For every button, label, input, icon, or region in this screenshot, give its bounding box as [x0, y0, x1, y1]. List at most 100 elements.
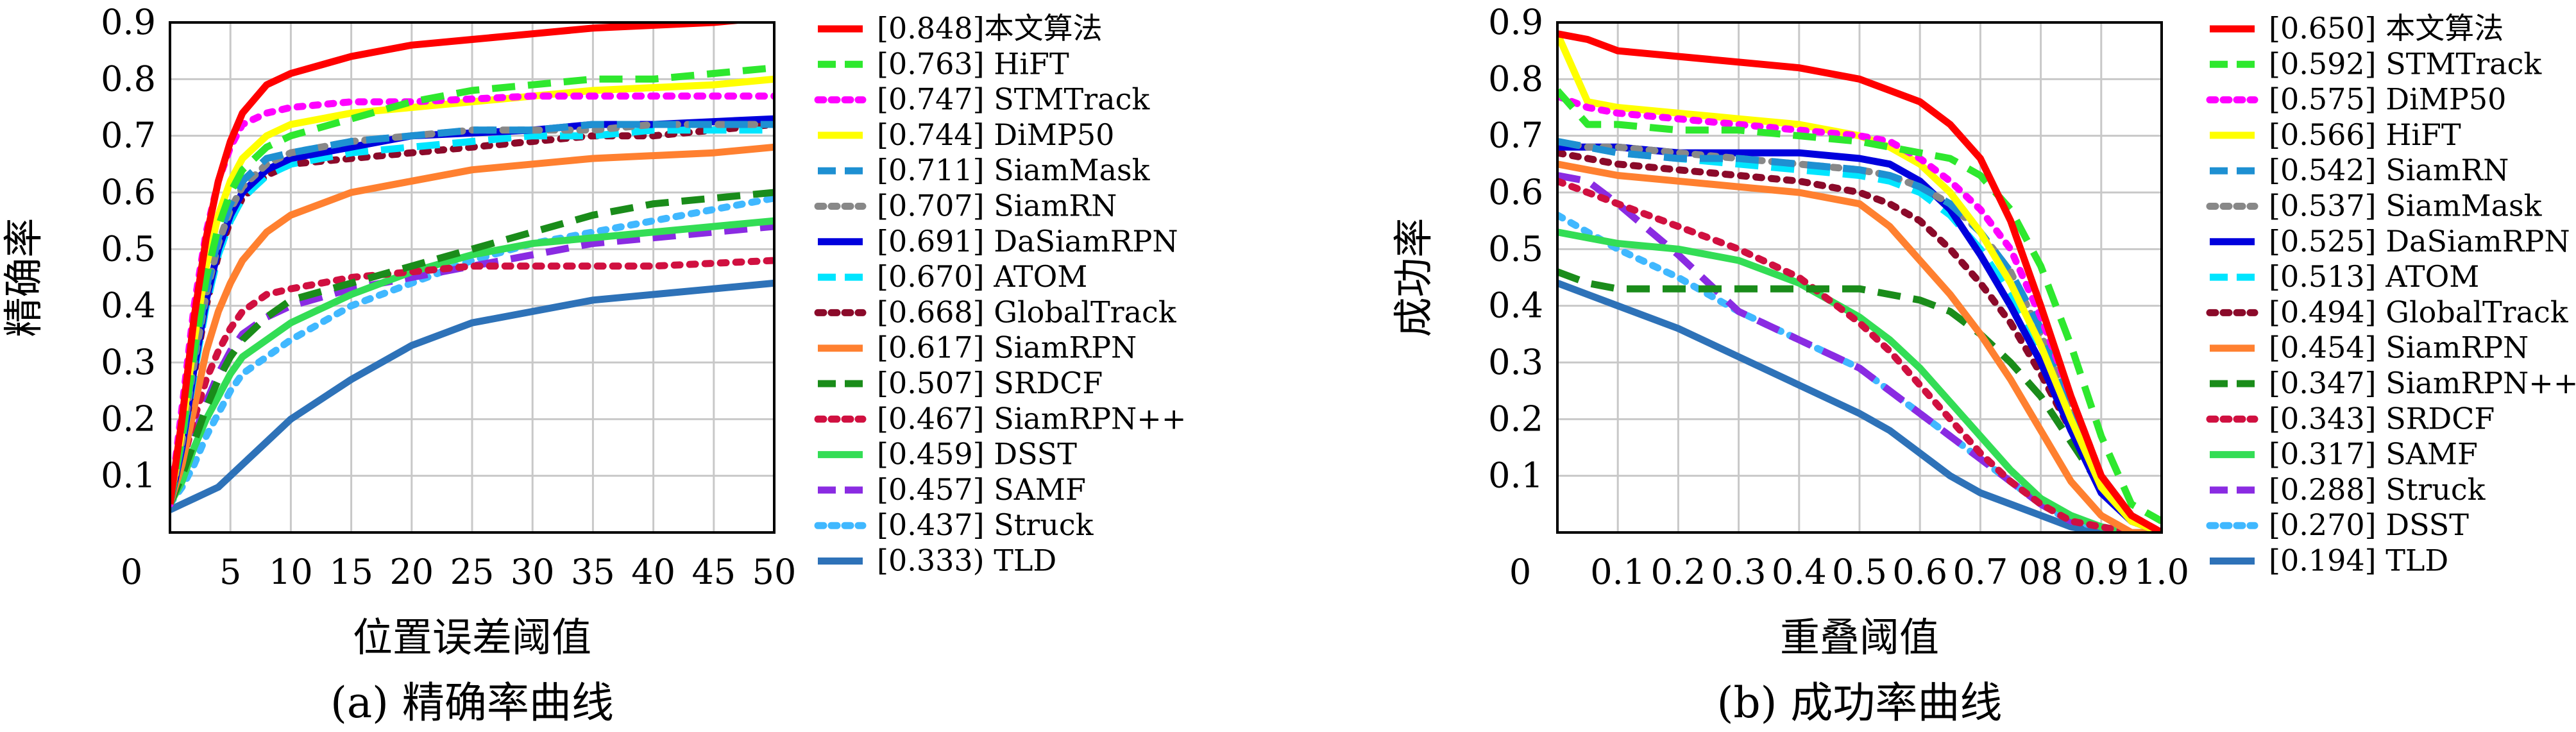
legend: [0.650] 本文算法[0.592] STMTrack[0.575] DiMP… — [2206, 11, 2576, 578]
legend-item: [0.566] HiFT — [2210, 117, 2461, 152]
x-tick-label: 30 — [511, 552, 555, 592]
legend-label: [0.507] SRDCF — [877, 366, 1103, 400]
legend-label: [0.592] STMTrack — [2269, 46, 2542, 81]
y-tick-label: 0.8 — [1488, 58, 1543, 99]
x-axis-label: 位置误差阈值 — [353, 614, 591, 661]
y-tick-label: 0.7 — [101, 115, 156, 156]
y-tick-label: 0.9 — [101, 2, 156, 42]
legend-label: [0.575] DiMP50 — [2269, 82, 2506, 117]
y-tick-label: 0.6 — [1488, 172, 1543, 212]
plot-frame — [1556, 21, 2163, 534]
y-tick-label: 0.6 — [101, 172, 156, 212]
series-line — [1557, 88, 2162, 525]
legend-item: [0.494] GlobalTrack — [2206, 294, 2569, 329]
legend-label: [0.317] SAMF — [2269, 437, 2478, 472]
x-tick-label: 0.9 — [2074, 552, 2129, 592]
series-line — [1557, 177, 2162, 532]
x-tick-label: 0.5 — [1832, 552, 1887, 592]
legend-item: [0.513] ATOM — [2210, 259, 2479, 294]
series-line — [170, 143, 774, 506]
x-tick-label: 40 — [631, 552, 675, 592]
legend: [0.848]本文算法[0.763] HiFT[0.747] STMTrack[… — [814, 11, 1186, 578]
series-line — [170, 22, 752, 505]
series-group — [1557, 30, 2162, 532]
series-line — [1557, 30, 2162, 532]
legend-item: [0.848]本文算法 — [818, 11, 1103, 46]
y-tick-label: 0.1 — [101, 455, 156, 496]
series-line — [170, 194, 774, 508]
x-tick-label: 35 — [571, 552, 615, 592]
legend-item: [0.454] SiamRPN — [2210, 330, 2529, 365]
legend-label: [0.537] SiamMask — [2269, 189, 2543, 223]
legend-item: [0.592] STMTrack — [2210, 46, 2542, 81]
legend-label: [0.650] 本文算法 — [2269, 11, 2504, 46]
legend-item: [0.507] SRDCF — [818, 366, 1103, 400]
legend-label: [0.347] SiamRPN++ — [2269, 366, 2576, 400]
precision-chart: 0.1 0.2 0.3 0.4 0.5 0.6 0.7 0.8 0.9 5 10 15 20 25 30 35… — [0, 2, 1186, 728]
y-tick-label: 0.3 — [1488, 342, 1543, 382]
legend-label: [0.333) TLD — [877, 543, 1056, 578]
legend-item: [0.691] DaSiamRPN — [818, 224, 1178, 259]
y-tick-label: 0.7 — [1488, 115, 1543, 156]
y-axis-label: 精确率 — [0, 217, 47, 337]
legend-label: [0.763] HiFT — [877, 46, 1069, 81]
legend-item: [0.747] STMTrack — [814, 82, 1150, 117]
series-line — [1557, 32, 2162, 532]
legend-label: [0.542] SiamRN — [2269, 153, 2509, 187]
series-line — [170, 279, 774, 513]
series-line — [1557, 280, 2162, 532]
legend-item: [0.650] 本文算法 — [2210, 11, 2504, 46]
x-tick-label: 0.3 — [1711, 552, 1767, 592]
legend-item: [0.670] ATOM — [818, 259, 1087, 294]
y-tick-label: 0.5 — [101, 228, 156, 269]
legend-item: [0.317] SAMF — [2210, 437, 2478, 472]
legend-item: [0.617] SiamRPN — [818, 330, 1137, 365]
legend-label: [0.194] TLD — [2269, 543, 2448, 578]
legend-label: [0.270] DSST — [2269, 507, 2469, 542]
series-line — [1557, 228, 2162, 532]
y-tick-label: 0.2 — [101, 398, 156, 439]
series-line — [1557, 160, 2162, 532]
series-line — [170, 126, 774, 505]
legend-item: [0.575] DiMP50 — [2206, 82, 2506, 117]
legend-label: [0.343] SRDCF — [2269, 401, 2495, 436]
legend-item: [0.194] TLD — [2210, 543, 2448, 578]
series-group — [170, 22, 774, 513]
x-axis-label: 重叠阈值 — [1780, 614, 1939, 661]
legend-item: [0.457] SAMF — [818, 472, 1086, 507]
series-line — [170, 64, 774, 505]
y-tick-label: 0.5 — [1488, 228, 1543, 269]
y-tick-label: 0.2 — [1488, 398, 1543, 439]
x-tick-label: 5 — [219, 552, 241, 592]
x-tick-label: 25 — [450, 552, 495, 592]
legend-item: [0.744] DiMP50 — [818, 117, 1114, 152]
legend-label: [0.566] HiFT — [2269, 117, 2461, 152]
legend-item: [0.333) TLD — [818, 543, 1056, 578]
plot-frame — [169, 21, 775, 534]
legend-item: [0.763] HiFT — [818, 46, 1069, 81]
y-tick-label: 0.4 — [101, 285, 156, 326]
legend-label: [0.288] Struck — [2269, 472, 2486, 507]
y-tick-label: 0.4 — [1488, 285, 1543, 326]
legend-item: [0.288] Struck — [2210, 472, 2486, 507]
y-tick-label: 0.8 — [101, 58, 156, 99]
chart-caption: (a) 精确率曲线 — [330, 678, 614, 728]
legend-item: [0.459] DSST — [818, 437, 1077, 472]
x-tick-label: 15 — [329, 552, 373, 592]
y-tick-label: 0.9 — [1488, 2, 1543, 42]
legend-item: [0.343] SRDCF — [2206, 401, 2495, 436]
legend-label: [0.457] SAMF — [877, 472, 1086, 507]
legend-item: [0.537] SiamMask — [2206, 189, 2543, 223]
legend-item: [0.525] DaSiamRPN — [2210, 224, 2570, 259]
x-tick-label: 20 — [389, 552, 434, 592]
chart-caption: (b) 成功率曲线 — [1717, 678, 2003, 728]
legend-item: [0.707] SiamRN — [814, 189, 1117, 223]
legend-item: [0.542] SiamRN — [2210, 153, 2509, 187]
legend-item: [0.668] GlobalTrack — [814, 294, 1177, 329]
legend-item: [0.270] DSST — [2206, 507, 2469, 542]
x-tick-label: 0.4 — [1772, 552, 1827, 592]
legend-item: [0.711] SiamMask — [818, 153, 1151, 187]
x-tick-label: 50 — [752, 552, 797, 592]
origin-label: 0 — [1509, 552, 1531, 592]
